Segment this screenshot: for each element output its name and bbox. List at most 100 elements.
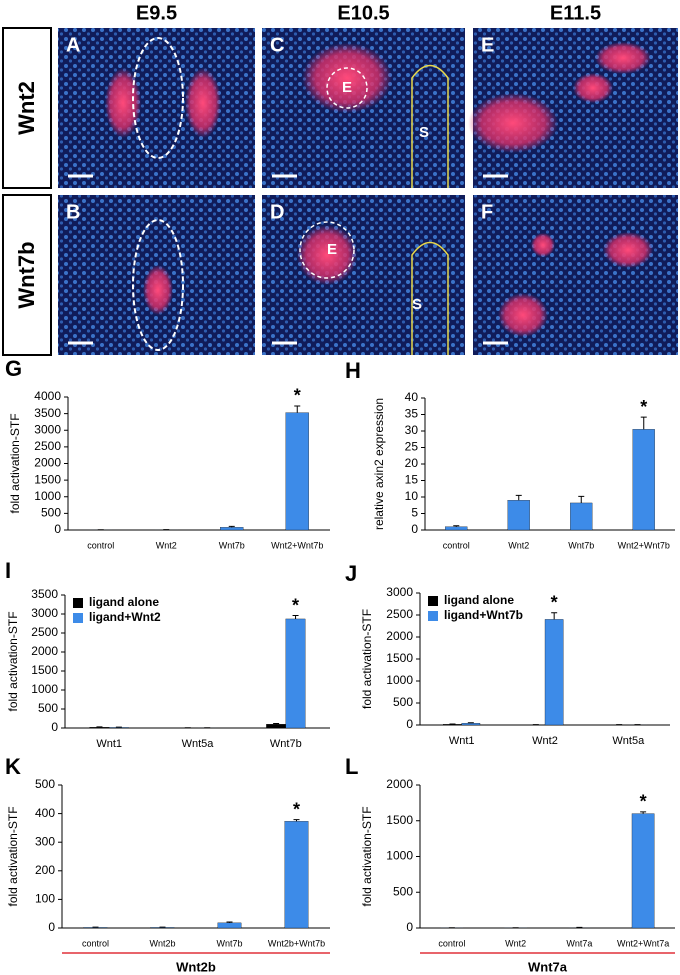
panel-letter: K (5, 754, 21, 779)
column-header: E9.5 (136, 2, 177, 24)
x-tick-label: Wnt7b (216, 938, 242, 948)
error-bar (226, 921, 233, 923)
y-tick-label: 0 (48, 920, 55, 934)
y-tick-label: 1000 (31, 682, 58, 696)
y-tick-label: 500 (41, 506, 61, 520)
panel-letter: E (481, 34, 494, 56)
x-tick-label: Wnt7b (219, 540, 245, 550)
legend-label: ligand+Wnt2 (89, 610, 161, 624)
error-bar (551, 612, 558, 620)
y-axis-label: fold activation-STF (360, 609, 374, 709)
bar (631, 813, 655, 929)
row-label: Wnt2 (14, 81, 39, 135)
y-tick-label: 1000 (34, 489, 61, 503)
significance: * (293, 799, 300, 819)
panel-letter: A (66, 34, 80, 56)
y-tick-label: 1500 (31, 663, 58, 677)
x-tick-label: Wnt2 (508, 540, 529, 550)
x-tick-label: Wnt2 (156, 540, 177, 550)
outline (411, 241, 449, 355)
outline (132, 219, 184, 351)
error-bar (640, 811, 647, 814)
signal (105, 68, 141, 138)
panel-letter: B (66, 201, 80, 223)
panel-letter: D (270, 201, 284, 223)
y-tick-label: 20 (405, 456, 419, 470)
x-tick-label: Wnt2+Wnt7b (618, 540, 670, 550)
panel-letter: G (5, 356, 22, 381)
x-tick-label: Wnt2 (532, 735, 558, 747)
x-tick-label: control (82, 938, 109, 948)
legend-swatch (73, 598, 83, 608)
y-tick-label: 0 (51, 720, 58, 734)
y-tick-label: 2500 (386, 607, 413, 621)
y-tick-label: 1000 (386, 849, 413, 863)
y-tick-label: 0 (406, 717, 413, 731)
y-axis-label: fold activation-STF (6, 806, 20, 906)
error-bar (640, 416, 647, 430)
signal (468, 93, 558, 153)
significance: * (640, 397, 647, 417)
panel-letter: L (345, 754, 358, 779)
panel-letter: F (481, 201, 493, 223)
y-tick-label: 3500 (34, 406, 61, 420)
bar (217, 922, 242, 929)
region-label: S (412, 296, 422, 313)
bar (266, 724, 286, 729)
error-bar (294, 405, 301, 413)
y-tick-label: 500 (35, 777, 55, 791)
legend-swatch (428, 611, 438, 621)
signal (302, 43, 392, 113)
x-axis-label: Wnt7a (528, 959, 568, 974)
error-bar (292, 615, 299, 619)
bar (285, 412, 309, 531)
y-tick-label: 5 (411, 506, 418, 520)
y-tick-label: 500 (393, 884, 413, 898)
error-bar (453, 525, 460, 527)
x-tick-label: Wnt2b (149, 938, 175, 948)
bar (445, 526, 468, 531)
bar (220, 527, 244, 531)
signal (185, 68, 221, 138)
y-tick-label: 2000 (31, 644, 58, 658)
y-tick-label: 30 (405, 423, 419, 437)
x-tick-label: Wnt5a (612, 735, 645, 747)
x-tick-label: Wnt2+Wnt7b (271, 540, 323, 550)
y-tick-label: 35 (405, 407, 419, 421)
y-tick-label: 4000 (34, 389, 61, 403)
y-tick-label: 3500 (31, 587, 58, 601)
y-tick-label: 15 (405, 473, 419, 487)
row-label-box (2, 27, 52, 189)
y-tick-label: 2000 (386, 777, 413, 791)
y-tick-label: 3000 (386, 585, 413, 599)
x-tick-label: control (438, 938, 465, 948)
y-tick-label: 100 (35, 892, 55, 906)
error-bar (293, 819, 300, 822)
micrograph (262, 195, 465, 355)
signal (143, 265, 173, 315)
bar (507, 500, 530, 531)
outline (299, 221, 355, 279)
outline (132, 37, 184, 159)
x-axis-label: Wnt2b (176, 959, 216, 974)
y-tick-label: 40 (405, 390, 419, 404)
micrograph (58, 28, 255, 188)
significance: * (292, 595, 299, 615)
y-axis-label: fold activation-STF (8, 413, 22, 513)
legend-label: ligand+Wnt7b (444, 608, 523, 622)
x-tick-label: Wnt5a (182, 738, 215, 750)
panel-letter: C (270, 34, 284, 56)
error-bar (228, 525, 235, 528)
y-tick-label: 25 (405, 440, 419, 454)
x-tick-label: Wnt1 (449, 735, 475, 747)
bar (544, 619, 564, 726)
x-tick-label: Wnt2+Wnt7a (617, 938, 669, 948)
region-label: E (327, 241, 337, 258)
y-tick-label: 2000 (34, 456, 61, 470)
y-tick-label: 200 (35, 863, 55, 877)
region-label: E (342, 79, 352, 96)
y-tick-label: 3000 (34, 422, 61, 436)
outline (326, 67, 368, 109)
y-axis-label: relative axin2 expression (372, 398, 386, 530)
panel-letter: I (5, 558, 11, 583)
